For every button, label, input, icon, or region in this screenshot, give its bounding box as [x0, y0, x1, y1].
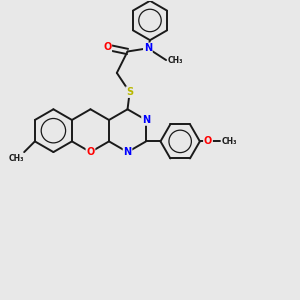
Text: N: N	[124, 147, 132, 157]
Text: CH₃: CH₃	[9, 154, 24, 163]
Text: CH₃: CH₃	[221, 137, 237, 146]
Text: O: O	[103, 42, 111, 52]
Text: N: N	[142, 115, 150, 125]
Text: N: N	[144, 43, 152, 53]
Text: O: O	[204, 136, 212, 146]
Text: O: O	[86, 147, 94, 157]
Text: S: S	[126, 87, 133, 97]
Text: CH₃: CH₃	[167, 56, 183, 64]
